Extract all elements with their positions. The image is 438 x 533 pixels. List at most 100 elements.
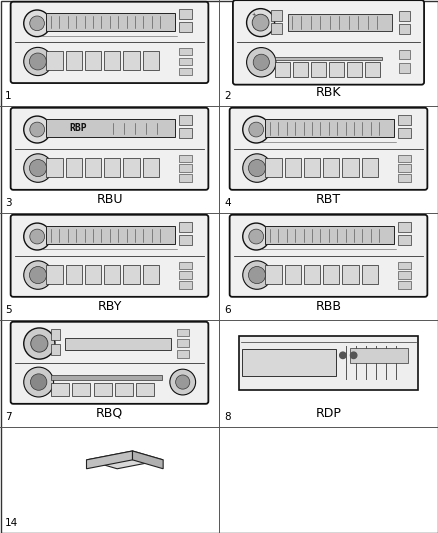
Bar: [271, 10, 282, 21]
Bar: [287, 14, 392, 31]
Circle shape: [30, 122, 45, 137]
Circle shape: [252, 14, 269, 31]
Bar: [51, 329, 60, 340]
Bar: [179, 236, 192, 245]
Bar: [179, 281, 192, 288]
FancyBboxPatch shape: [230, 108, 427, 190]
Bar: [323, 265, 339, 284]
Bar: [343, 265, 359, 284]
FancyBboxPatch shape: [233, 0, 424, 85]
Bar: [51, 375, 162, 379]
Bar: [46, 265, 63, 284]
Bar: [51, 344, 60, 355]
Text: RBT: RBT: [316, 193, 341, 206]
Circle shape: [170, 369, 196, 395]
Bar: [293, 62, 307, 77]
Bar: [242, 350, 336, 376]
Circle shape: [29, 53, 46, 70]
Bar: [179, 164, 192, 172]
Text: 2: 2: [224, 91, 231, 101]
Bar: [398, 155, 411, 162]
Text: 4: 4: [224, 198, 231, 208]
Bar: [104, 51, 120, 70]
Circle shape: [339, 352, 346, 359]
Bar: [46, 13, 175, 31]
Bar: [179, 115, 192, 125]
Bar: [398, 174, 411, 182]
Bar: [365, 62, 380, 77]
Bar: [179, 58, 192, 65]
Bar: [179, 48, 192, 55]
Bar: [362, 158, 378, 176]
Bar: [398, 262, 411, 269]
Text: 3: 3: [5, 198, 12, 208]
Text: RBY: RBY: [97, 300, 122, 313]
Circle shape: [30, 16, 44, 31]
Text: 7: 7: [5, 412, 12, 422]
Bar: [285, 158, 301, 176]
FancyBboxPatch shape: [230, 215, 427, 297]
Bar: [46, 226, 175, 244]
Bar: [177, 340, 188, 347]
Text: RBQ: RBQ: [96, 407, 123, 420]
Circle shape: [248, 266, 265, 284]
Bar: [46, 51, 63, 70]
Text: RBU: RBU: [96, 193, 123, 206]
Text: RBB: RBB: [315, 300, 342, 313]
Bar: [179, 68, 192, 75]
Bar: [265, 226, 394, 244]
Text: 14: 14: [5, 518, 18, 528]
Circle shape: [31, 374, 47, 390]
Polygon shape: [132, 451, 163, 469]
Bar: [179, 128, 192, 139]
Bar: [311, 62, 325, 77]
Bar: [350, 348, 407, 363]
Bar: [323, 158, 339, 176]
Bar: [179, 271, 192, 279]
Bar: [398, 222, 411, 232]
Text: RBK: RBK: [316, 86, 341, 99]
Circle shape: [249, 122, 264, 137]
Bar: [271, 23, 282, 34]
Bar: [46, 119, 175, 138]
Bar: [362, 265, 378, 284]
Bar: [265, 265, 282, 284]
Bar: [51, 383, 69, 395]
Bar: [66, 51, 82, 70]
Circle shape: [243, 116, 270, 143]
Bar: [275, 56, 382, 60]
Bar: [265, 158, 282, 176]
Circle shape: [24, 116, 51, 143]
Bar: [143, 158, 159, 176]
Circle shape: [29, 266, 46, 284]
Circle shape: [253, 54, 269, 70]
Circle shape: [31, 335, 48, 352]
Circle shape: [249, 229, 264, 244]
Text: 6: 6: [224, 305, 231, 315]
Bar: [177, 350, 188, 358]
Bar: [104, 265, 120, 284]
FancyBboxPatch shape: [11, 322, 208, 404]
Circle shape: [24, 367, 53, 397]
Bar: [275, 62, 290, 77]
Bar: [347, 62, 361, 77]
Bar: [179, 174, 192, 182]
Bar: [85, 158, 101, 176]
Bar: [304, 158, 320, 176]
Bar: [115, 383, 133, 395]
Text: RDP: RDP: [315, 407, 342, 420]
Bar: [124, 265, 140, 284]
Bar: [143, 265, 159, 284]
Circle shape: [176, 375, 190, 389]
Bar: [398, 236, 411, 245]
Circle shape: [30, 229, 45, 244]
Bar: [398, 281, 411, 288]
Circle shape: [248, 159, 265, 176]
Bar: [179, 155, 192, 162]
Bar: [65, 337, 171, 350]
Text: 5: 5: [5, 305, 12, 315]
Bar: [304, 265, 320, 284]
Bar: [398, 115, 411, 125]
Bar: [343, 158, 359, 176]
Bar: [265, 119, 394, 138]
